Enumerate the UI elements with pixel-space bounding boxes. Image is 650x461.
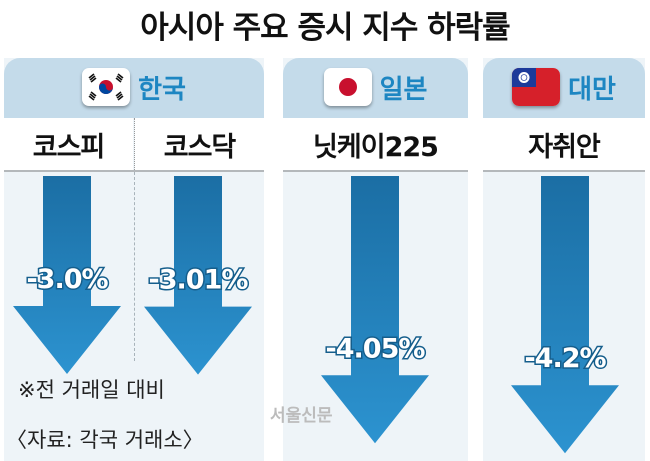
watermark: 서울신문 bbox=[270, 406, 333, 426]
header-rule bbox=[483, 170, 645, 172]
header-rule bbox=[283, 170, 468, 172]
basis-note: ※전 거래일 대비 bbox=[18, 378, 165, 402]
country-japan: 일본 bbox=[283, 62, 468, 112]
japan-header-band bbox=[283, 58, 468, 118]
korea-header-band bbox=[4, 58, 264, 118]
index-label-nikkei: 닛케이225 bbox=[283, 118, 468, 170]
decline-arrow-3 bbox=[321, 176, 429, 444]
decline-arrow-1 bbox=[13, 176, 121, 374]
index-label-taiex: 자취안 bbox=[483, 118, 645, 170]
chart-title: 아시아 주요 증시 지수 하락률 bbox=[140, 10, 510, 46]
south-korea-flag-icon bbox=[82, 68, 131, 106]
value-label-4: -4.2% bbox=[524, 343, 606, 374]
value-label-3: -4.05% bbox=[326, 333, 426, 364]
value-label-1: -3.0% bbox=[26, 264, 108, 295]
taiwan-header-band bbox=[483, 58, 645, 118]
taiwan-flag-icon bbox=[512, 68, 561, 106]
index-label-kospi: 코스피 bbox=[4, 118, 133, 170]
source-note: 〈자료: 각국 거래소〉 bbox=[6, 428, 204, 452]
decline-arrow-4 bbox=[511, 176, 619, 454]
country-label: 대만 bbox=[568, 74, 616, 105]
korea-dashed-divider bbox=[134, 172, 135, 361]
value-label-2: -3.01% bbox=[149, 265, 249, 296]
header-rule bbox=[4, 170, 264, 172]
japan-flag-icon bbox=[323, 68, 372, 106]
index-divider bbox=[134, 118, 135, 170]
decline-arrow-2 bbox=[144, 176, 252, 375]
country-korea: 한국 bbox=[4, 62, 264, 112]
index-label-kosdaq: 코스닥 bbox=[135, 118, 264, 170]
country-label: 일본 bbox=[379, 74, 428, 105]
country-label: 한국 bbox=[138, 74, 186, 105]
country-taiwan: 대만 bbox=[483, 62, 645, 112]
